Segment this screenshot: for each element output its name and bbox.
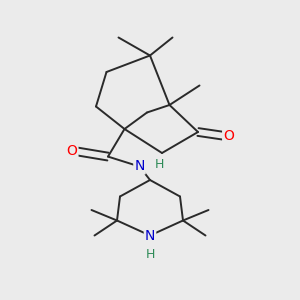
Text: H: H bbox=[154, 158, 164, 172]
Text: O: O bbox=[223, 130, 234, 143]
Text: N: N bbox=[134, 160, 145, 173]
Text: N: N bbox=[145, 229, 155, 242]
Text: O: O bbox=[67, 144, 77, 158]
Text: H: H bbox=[145, 248, 155, 262]
